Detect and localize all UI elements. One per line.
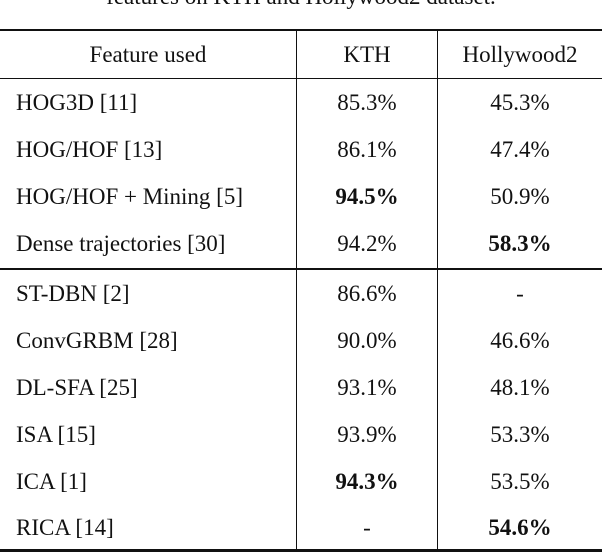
kth-cell: 93.9%	[337, 422, 397, 447]
table-top-rule	[0, 29, 602, 31]
hollywood2-cell: 46.6%	[490, 328, 550, 353]
table-row: DL-SFA [25] 93.1% 48.1%	[0, 366, 602, 410]
table-group-divider	[0, 268, 602, 270]
hollywood2-cell: 50.9%	[490, 184, 550, 209]
header-hollywood2: Hollywood2	[462, 42, 578, 67]
table-row: ICA [1] 94.3% 53.5%	[0, 460, 602, 504]
table-row: ISA [15] 93.9% 53.3%	[0, 413, 602, 457]
hollywood2-cell: 54.6%	[488, 515, 552, 540]
feature-cell: HOG/HOF + Mining [5]	[16, 184, 244, 209]
feature-cell: Dense trajectories [30]	[16, 231, 226, 256]
table-row: HOG3D [11] 85.3% 45.3%	[0, 81, 602, 125]
table-caption: features on KTH and Hollywood2 dataset.	[0, 0, 602, 10]
header-kth: KTH	[343, 42, 391, 67]
feature-cell: ST-DBN [2]	[16, 281, 130, 306]
kth-cell: 93.1%	[337, 375, 397, 400]
hollywood2-cell: 53.5%	[490, 469, 550, 494]
table-row: ConvGRBM [28] 90.0% 46.6%	[0, 319, 602, 363]
table-row: ST-DBN [2] 86.6% -	[0, 272, 602, 316]
column-divider-kth	[296, 30, 297, 550]
kth-cell: 86.6%	[337, 281, 397, 306]
table-row: RICA [14] - 54.6%	[0, 506, 602, 550]
feature-cell: ICA [1]	[16, 469, 87, 494]
header-feature-used: Feature used	[89, 42, 207, 67]
table-row: HOG/HOF + Mining [5] 94.5% 50.9%	[0, 175, 602, 219]
hollywood2-cell: 58.3%	[488, 231, 552, 256]
kth-cell: 86.1%	[337, 137, 397, 162]
feature-cell: DL-SFA [25]	[16, 375, 138, 400]
hollywood2-cell: 48.1%	[490, 375, 550, 400]
hollywood2-cell: 53.3%	[490, 422, 550, 447]
table-header-rule	[0, 78, 602, 79]
kth-cell: 85.3%	[337, 90, 397, 115]
table-row: HOG/HOF [13] 86.1% 47.4%	[0, 128, 602, 172]
table-header-row: Feature used KTH Hollywood2	[0, 33, 602, 77]
hollywood2-cell: 47.4%	[490, 137, 550, 162]
table-row: Dense trajectories [30] 94.2% 58.3%	[0, 222, 602, 266]
feature-cell: ConvGRBM [28]	[16, 328, 178, 353]
feature-cell: RICA [14]	[16, 515, 114, 540]
hollywood2-cell: -	[516, 281, 524, 306]
kth-cell: 94.5%	[335, 184, 399, 209]
kth-cell: -	[363, 515, 371, 540]
feature-cell: HOG3D [11]	[16, 90, 138, 115]
column-divider-hollywood2	[437, 30, 438, 550]
kth-cell: 94.3%	[335, 469, 399, 494]
feature-cell: ISA [15]	[16, 422, 96, 447]
feature-cell: HOG/HOF [13]	[16, 137, 163, 162]
kth-cell: 90.0%	[337, 328, 397, 353]
kth-cell: 94.2%	[337, 231, 397, 256]
table-bottom-rule	[0, 549, 602, 552]
hollywood2-cell: 45.3%	[490, 90, 550, 115]
